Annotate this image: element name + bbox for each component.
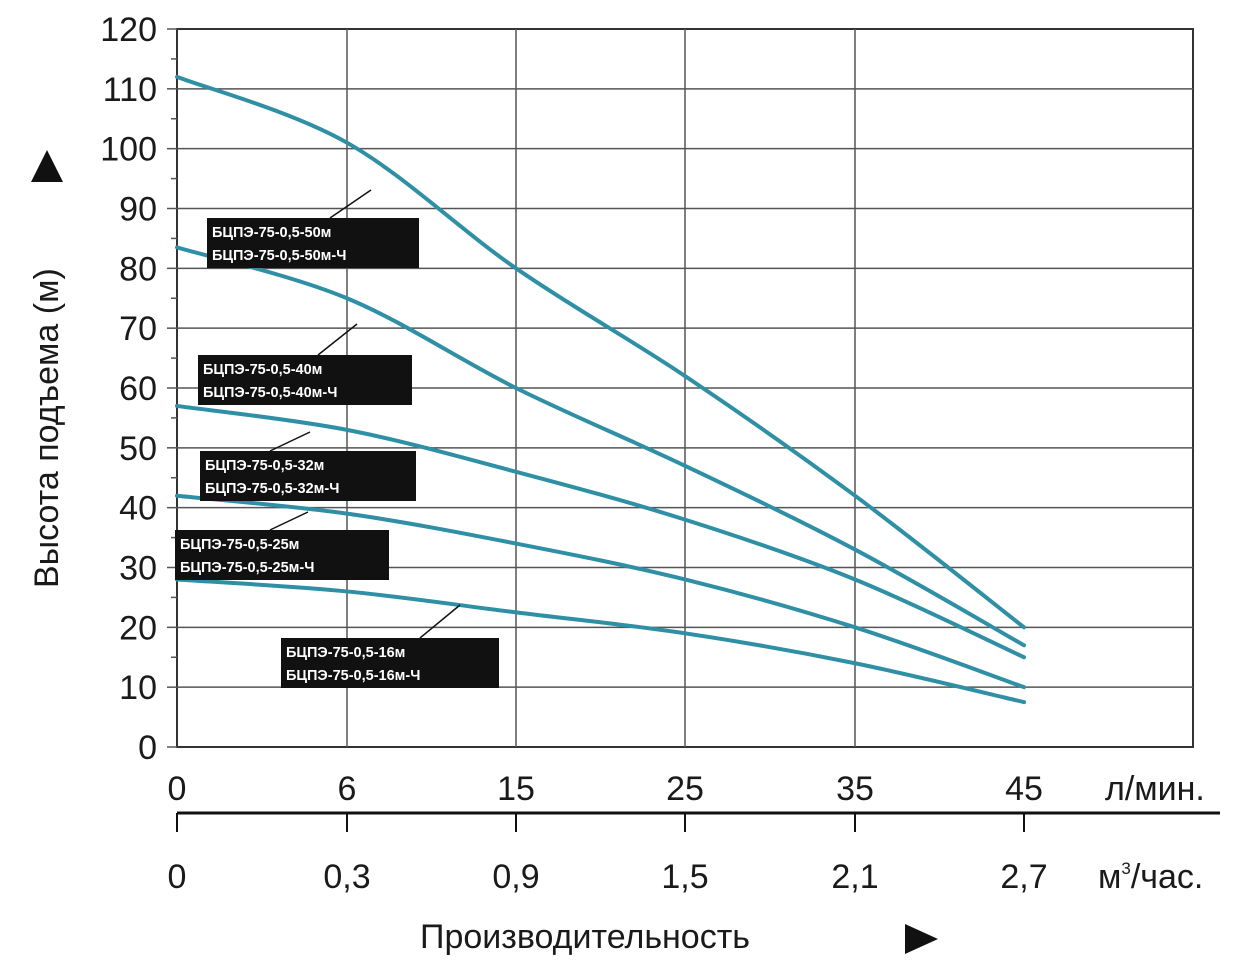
x-tick-labels-secondary: 0 0,3 0,9 1,5 2,1 2,7: [168, 858, 1048, 896]
series-labels: БЦПЭ-75-0,5-50м БЦПЭ-75-0,5-50м-Ч БЦПЭ-75-…: [175, 189, 499, 688]
y-tick-labels: 0 10 20 30 40 50 60 70 80 90 100 110 120: [100, 11, 157, 767]
x-tick-label: 45: [1005, 770, 1043, 808]
y-axis-arrow-icon: [31, 150, 63, 182]
series-label-box: [200, 451, 416, 501]
x-unit-primary: л/мин.: [1105, 770, 1205, 808]
series-label-box: [281, 638, 499, 688]
x-tick-label: 0: [168, 770, 187, 808]
series-label-line2: БЦПЭ-75-0,5-40м-Ч: [203, 385, 337, 401]
series-line-1: [175, 74, 1026, 630]
series-label-line2: БЦПЭ-75-0,5-16м-Ч: [286, 668, 420, 684]
series-line-3: [175, 403, 1026, 660]
y-tick-label: 110: [103, 71, 157, 109]
series-label-line1: БЦПЭ-75-0,5-50м: [212, 225, 331, 241]
x-tick-label: 35: [836, 770, 874, 808]
grid: [167, 28, 1220, 832]
y-tick-label: 60: [119, 370, 157, 408]
y-tick-label: 120: [100, 11, 157, 49]
series-label-line1: БЦПЭ-75-0,5-25м: [180, 537, 299, 553]
series-label-box: [207, 218, 419, 268]
x-tick-label: 6: [338, 770, 357, 808]
x-tick-label-secondary: 2,1: [831, 858, 878, 896]
series-line-4: [175, 493, 1026, 690]
series-line-2: [175, 245, 1026, 648]
curves: [175, 74, 1026, 705]
series-label-line1: БЦПЭ-75-0,5-16м: [286, 645, 405, 661]
series-leader-line: [269, 511, 309, 531]
y-tick-label: 10: [119, 669, 157, 707]
x-axis-title: Производительность: [420, 918, 750, 956]
x-tick-labels-primary: 0 6 15 25 35 45: [168, 770, 1043, 808]
series-label-line2: БЦПЭ-75-0,5-32м-Ч: [205, 481, 339, 497]
series-leader-line: [269, 431, 311, 452]
x-tick-label: 25: [666, 770, 704, 808]
y-tick-label: 50: [119, 430, 157, 468]
series-line-5: [175, 577, 1026, 705]
x-tick-label-secondary: 0,3: [323, 858, 370, 896]
x-tick-label-secondary: 2,7: [1000, 858, 1047, 896]
series-label-box: [198, 355, 412, 405]
y-tick-label: 30: [119, 550, 157, 588]
x-unit-secondary-base: м: [1098, 858, 1121, 896]
x-tick-label-secondary: 0: [168, 858, 187, 896]
y-axis-title: Высота подъема (м): [28, 268, 66, 588]
y-tick-label: 70: [119, 310, 157, 348]
x-axis-arrow-icon: [905, 924, 938, 954]
series-label-line1: БЦПЭ-75-0,5-40м: [203, 362, 322, 378]
y-tick-label: 0: [138, 729, 157, 767]
series-leader-line: [329, 189, 372, 219]
x-unit-secondary: м3/час.: [1098, 858, 1203, 896]
y-tick-label: 80: [119, 250, 157, 288]
x-tick-label: 15: [497, 770, 535, 808]
series-label-line1: БЦПЭ-75-0,5-32м: [205, 458, 324, 474]
x-unit-secondary-sup: 3: [1121, 859, 1130, 878]
series-label-line2: БЦПЭ-75-0,5-50м-Ч: [212, 248, 346, 264]
x-tick-label-secondary: 0,9: [492, 858, 539, 896]
y-tick-label: 100: [100, 131, 157, 169]
series-leader-line: [317, 323, 358, 356]
y-tick-label: 40: [119, 490, 157, 528]
x-tick-label-secondary: 1,5: [661, 858, 708, 896]
series-label-line2: БЦПЭ-75-0,5-25м-Ч: [180, 560, 314, 576]
y-tick-label: 20: [119, 609, 157, 647]
x-unit-secondary-rest: /час.: [1131, 858, 1204, 896]
y-tick-label: 90: [119, 191, 157, 229]
series-label-box: [175, 530, 389, 580]
series-leader-line: [419, 604, 461, 639]
